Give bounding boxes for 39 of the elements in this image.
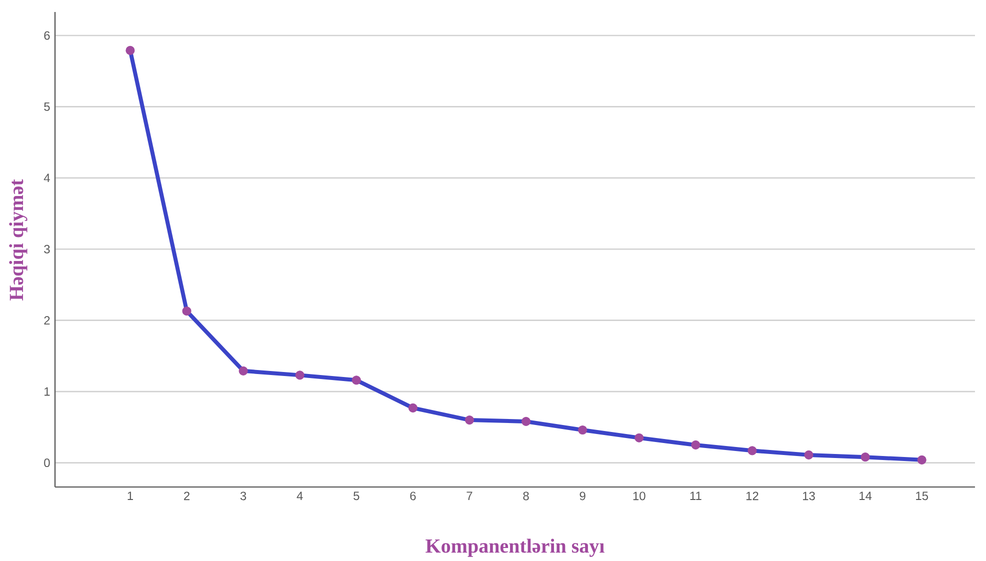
point	[578, 425, 588, 434]
x-tick-label: 4	[296, 492, 303, 500]
x-tick-label: 11	[690, 492, 702, 500]
x-tick-label: 1	[128, 492, 133, 500]
point	[804, 450, 814, 460]
point	[634, 433, 644, 442]
y-tick-label: 6	[44, 31, 50, 40]
y-tick-label: 0	[44, 458, 50, 467]
x-axis-title: Kompanentlərin sayı	[426, 538, 604, 557]
x-tick-label: 15	[916, 492, 928, 500]
point	[860, 452, 870, 462]
x-tick-label: 3	[240, 492, 246, 500]
point	[917, 455, 926, 464]
x-tick-label: 2	[184, 492, 190, 500]
y-tick-label: 2	[44, 316, 50, 324]
x-tick-label: 13	[803, 492, 815, 500]
point	[238, 366, 248, 376]
point	[691, 440, 700, 450]
x-tick-label: 8	[523, 492, 529, 500]
point	[352, 375, 361, 385]
x-tick-label: 10	[633, 492, 646, 500]
point	[464, 415, 474, 424]
point	[295, 370, 304, 380]
x-tick-label: 5	[354, 492, 360, 500]
y-tick-label: 5	[44, 102, 50, 111]
point	[408, 403, 418, 412]
x-tick-label: 12	[746, 492, 758, 500]
point	[126, 46, 135, 55]
x-tick-label: 6	[410, 492, 416, 500]
point	[748, 446, 757, 456]
x-tick-label: 7	[466, 492, 472, 500]
y-tick-label: 3	[44, 244, 50, 254]
point	[182, 306, 192, 316]
point	[521, 416, 531, 426]
y-axis-title: Həqiqi qiymət	[9, 179, 28, 300]
x-tick-label: 14	[860, 492, 872, 500]
y-tick-label: 4	[44, 174, 50, 182]
y-tick-label: 1	[44, 387, 50, 396]
x-tick-label: 9	[580, 492, 586, 500]
